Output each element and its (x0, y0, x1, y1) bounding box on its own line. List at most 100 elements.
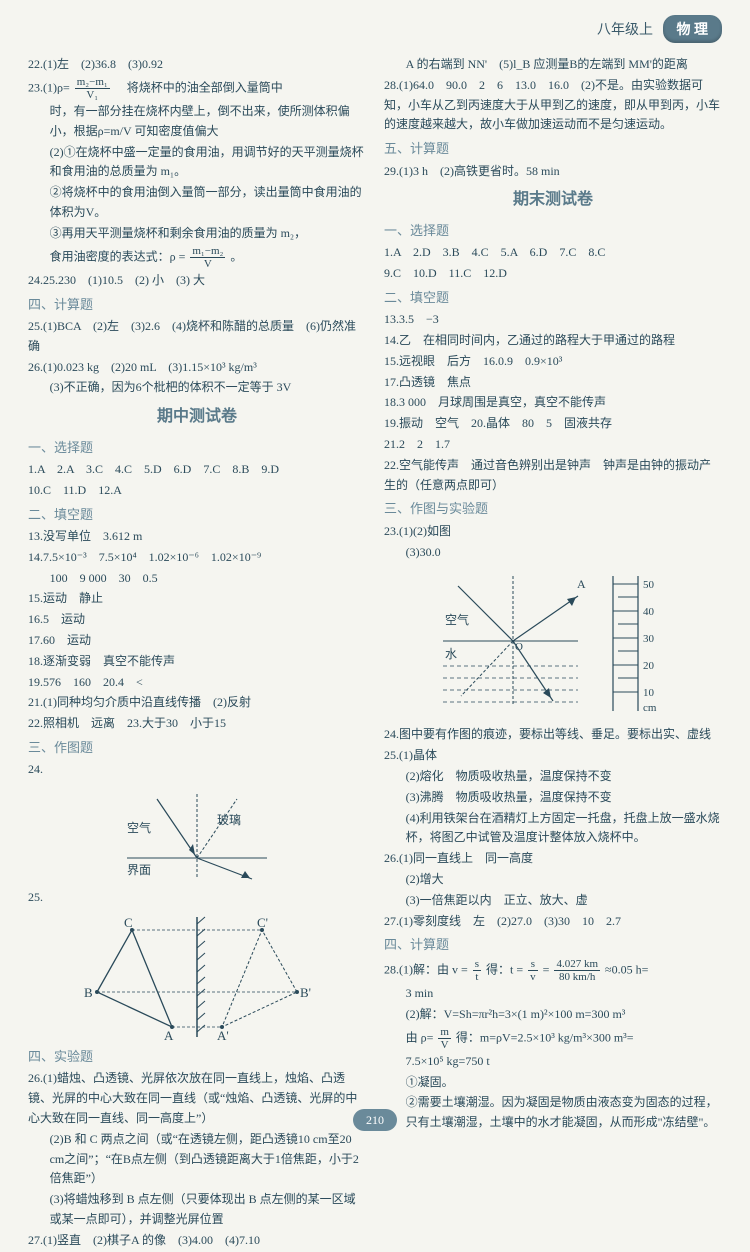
mid-term-title: 期中测试卷 (28, 404, 366, 430)
answer-25: 25.(1)BCA (2)左 (3)2.6 (4)烧杯和陈醋的总质量 (6)仍然… (28, 317, 366, 357)
fc-28-6: ②需要土壤潮湿。因为凝固是物质由液态变为固态的过程，只有土壤潮湿，土壤中的水才能… (384, 1093, 722, 1133)
fd-27: 27.(1)零刻度线 左 (2)27.0 (3)30 10 2.7 (384, 912, 722, 932)
ff-15: 15.远视眼 后方 16.0.9 0.9×10³ (384, 352, 722, 372)
r-29: 29.(1)3 h (2)高铁更省时。58 min (384, 162, 722, 182)
fill-21: 21.(1)同种均匀介质中沿直线传播 (2)反射 (28, 693, 366, 713)
tick-40: 40 (643, 606, 655, 618)
label-water: 水 (445, 647, 457, 661)
answer-23-3: (2)①在烧杯中盛一定量的食用油，用调节好的天平测量烧杯和食用油的总质量为 m₁… (28, 143, 366, 183)
fraction: s v (528, 958, 538, 983)
fc-1: 1.A 2.D 3.B 4.C 5.A 6.D 7.C 8.C (384, 243, 722, 263)
section-calc-r: 五、计算题 (384, 138, 722, 159)
section-calc: 四、计算题 (28, 294, 366, 315)
fc-28-5: ①凝固。 (384, 1073, 722, 1093)
right-column: A 的右端到 NN' (5)l_B 应测量B的左端到 MM'的距离 28.(1)… (384, 55, 722, 1252)
label-A: A (577, 577, 586, 591)
label-O: O (515, 641, 523, 653)
denominator: V₁ (75, 89, 110, 101)
answer-23-4: ②将烧杯中的食用油倒入量筒一部分，读出量筒中食用油的体积为V。 (28, 183, 366, 223)
text: 。 (230, 249, 242, 263)
choice-row-1: 1.A 2.A 3.C 4.C 5.D 6.D 7.C 8.B 9.D (28, 460, 366, 480)
ff-13: 13.3.5 −3 (384, 310, 722, 330)
tick-10: 10 (643, 687, 655, 699)
den: t (473, 971, 481, 983)
fd-23-1: 23.(1)(2)如图 (384, 522, 722, 542)
fd-26-2: (2)增大 (384, 870, 722, 890)
answer-22: 22.(1)左 (2)36.8 (3)0.92 (28, 55, 366, 75)
page-number: 210 (353, 1109, 397, 1131)
f-calc-t: 四、计算题 (384, 934, 722, 955)
ff-14: 14.乙 在相同时间内，乙通过的路程大于甲通过的路程 (384, 331, 722, 351)
section-choice: 一、选择题 (28, 437, 366, 458)
page-header: 八年级上 物 理 (28, 15, 722, 43)
num: s (473, 958, 481, 971)
fill-22: 22.照相机 远离 23.大于30 小于15 (28, 714, 366, 734)
fd-23-2: (3)30.0 (384, 543, 722, 563)
exp-26-3: (3)将蜡烛移到 B 点左侧（只要体现出 B 点左侧的某一区域或某一点即可），并… (28, 1190, 366, 1230)
fraction: m₁−m₂ V (190, 245, 225, 270)
text: 得：m=ρV=2.5×10³ kg/m³×300 m³= (456, 1030, 634, 1044)
answer-23-6: 食用油密度的表达式：ρ = m₁−m₂ V 。 (28, 245, 366, 270)
subject-badge: 物 理 (663, 15, 723, 43)
exp-26-2: (2)B 和 C 两点之间（或“在透镜左侧，距凸透镜10 cm至20 cm之间”… (28, 1130, 366, 1189)
num: 4.027 km (554, 958, 600, 971)
exp-26-1: 26.(1)蜡烛、凸透镜、光屏依次放在同一直线上，烛焰、凸透镜、光屏的中心大致在… (28, 1069, 366, 1128)
section-fill: 二、填空题 (28, 504, 366, 525)
fc-28-1: 28.(1)解：由 v = s t 得：t = s v = 4.027 km 8… (384, 958, 722, 983)
ff-18: 18.3 000 月球周围是真空，真空不能传声 (384, 393, 722, 413)
left-column: 22.(1)左 (2)36.8 (3)0.92 23.(1)ρ= m₂−m₁ V… (28, 55, 366, 1252)
answer-23-1: 23.(1)ρ= m₂−m₁ V₁ 将烧杯中的油全部倒入量筒中 (28, 76, 366, 101)
label-Cp: C' (257, 915, 268, 930)
text: 得：t = (486, 962, 523, 976)
label-glass: 玻璃 (217, 813, 241, 827)
fc-28-2: (2)解：V=Sh=πr²h=3×(1 m)²×100 m=300 m³ (384, 1005, 722, 1025)
fc-2: 9.C 10.D 11.C 12.D (384, 264, 722, 284)
label-B: B (84, 985, 93, 1000)
columns: 22.(1)左 (2)36.8 (3)0.92 23.(1)ρ= m₂−m₁ V… (28, 55, 722, 1252)
answer-26-2: (3)不正确，因为6个枇杷的体积不一定等于 3V (28, 378, 366, 398)
fraction: s t (473, 958, 481, 983)
text: = (543, 962, 550, 976)
page-content: 八年级上 物 理 22.(1)左 (2)36.8 (3)0.92 23.(1)ρ… (0, 0, 750, 1252)
figure-cylinder: 空气 水 O A (423, 566, 683, 721)
label-surface: 界面 (127, 863, 151, 877)
fill-19: 19.576 160 20.4 < (28, 673, 366, 693)
fill-16: 16.5 运动 (28, 610, 366, 630)
r-27-end: A 的右端到 NN' (5)l_B 应测量B的左端到 MM'的距离 (384, 55, 722, 75)
text: 23.(1)ρ= (28, 80, 70, 94)
answer-23-5: ③再用天平测量烧杯和剩余食用油的质量为 m₂， (28, 224, 366, 244)
text: ≈0.05 h= (605, 962, 648, 976)
label-air: 空气 (445, 612, 469, 627)
answer-23-2: 时，有一部分挂在烧杯内壁上，倒不出来，使所测体积偏小，根据ρ=m/V 可知密度值… (28, 102, 366, 142)
fd-25-3: (3)沸腾 物质吸收热量，温度保持不变 (384, 788, 722, 808)
denominator: V (190, 258, 225, 270)
tick-50: 50 (643, 579, 655, 591)
ff-22: 22.空气能传声 通过音色辨别出是钟声 钟声是由钟的振动产生的（任意两点即可） (384, 456, 722, 496)
text: 将烧杯中的油全部倒入量筒中 (115, 80, 283, 94)
fd-24: 24.图中要有作图的痕迹，要标出等线、垂足。要标出实、虚线 (384, 725, 722, 745)
draw-25: 25. (28, 888, 366, 908)
fraction: m₂−m₁ V₁ (75, 76, 110, 101)
fill-13: 13.没写单位 3.612 m (28, 527, 366, 547)
f-draw-t: 三、作图与实验题 (384, 498, 722, 519)
label-A: A (164, 1028, 174, 1042)
text: 食用油密度的表达式：ρ = (50, 249, 186, 263)
label-cm: cm (643, 702, 657, 714)
exp-27: 27.(1)竖直 (2)棋子A 的像 (3)4.00 (4)7.10 (28, 1231, 366, 1251)
figure-mirror: B C A B' C' A' (72, 912, 322, 1042)
fill-17: 17.60 运动 (28, 631, 366, 651)
answer-24: 24.25.230 (1)10.5 (2) 小 (3) 大 (28, 271, 366, 291)
section-exp: 四、实验题 (28, 1046, 366, 1067)
den: 80 km/h (554, 971, 600, 983)
final-title: 期末测试卷 (384, 187, 722, 213)
ff-21: 21.2 2 1.7 (384, 435, 722, 455)
fill-18: 18.逐渐变弱 真空不能传声 (28, 652, 366, 672)
ff-19: 19.振动 空气 20.晶体 80 5 固液共存 (384, 414, 722, 434)
den: v (528, 971, 538, 983)
r-28: 28.(1)64.0 90.0 2 6 13.0 16.0 (2)不是。由实验数… (384, 76, 722, 135)
num: s (528, 958, 538, 971)
den: V (438, 1039, 451, 1051)
fd-26-3: (3)一倍焦距以内 正立、放大、虚 (384, 891, 722, 911)
fill-14-2: 100 9 000 30 0.5 (28, 569, 366, 589)
fraction: m V (438, 1026, 451, 1051)
